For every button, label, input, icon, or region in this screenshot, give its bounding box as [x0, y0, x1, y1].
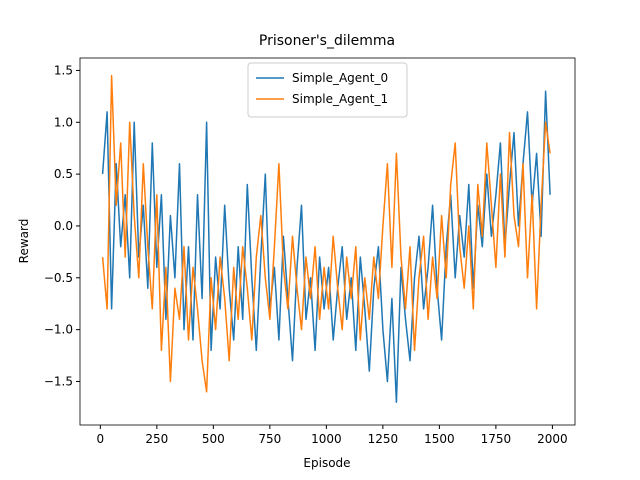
x-tick-label: 500 — [202, 432, 225, 446]
x-tick-label: 1250 — [368, 432, 399, 446]
x-tick-label: 250 — [145, 432, 168, 446]
plot-frame — [79, 57, 576, 426]
x-tick-label: 1500 — [424, 432, 455, 446]
x-tick-label: 1750 — [481, 432, 512, 446]
line-series — [101, 74, 551, 393]
x-tick-label: 1000 — [311, 432, 342, 446]
y-tick-label: 1.5 — [54, 63, 73, 77]
chart-title: Prisoner's_dilemma — [259, 33, 395, 49]
x-tick-label: 0 — [97, 432, 105, 446]
y-tick-label: 0.5 — [54, 167, 73, 181]
x-tick-label: 2000 — [537, 432, 568, 446]
legend-label: Simple_Agent_1 — [292, 92, 388, 106]
y-axis-label: Reward — [17, 219, 31, 264]
y-tick-label: −1.0 — [44, 323, 73, 337]
legend-box — [247, 62, 408, 118]
legend-label: Simple_Agent_0 — [292, 71, 388, 85]
x-axis-label: Episode — [303, 456, 350, 470]
y-tick-label: −1.5 — [44, 374, 73, 388]
y-tick-label: 1.0 — [54, 115, 73, 129]
y-tick-label: 0.0 — [54, 219, 73, 233]
y-tick-label: −0.5 — [44, 271, 73, 285]
x-tick-label: 750 — [258, 432, 281, 446]
